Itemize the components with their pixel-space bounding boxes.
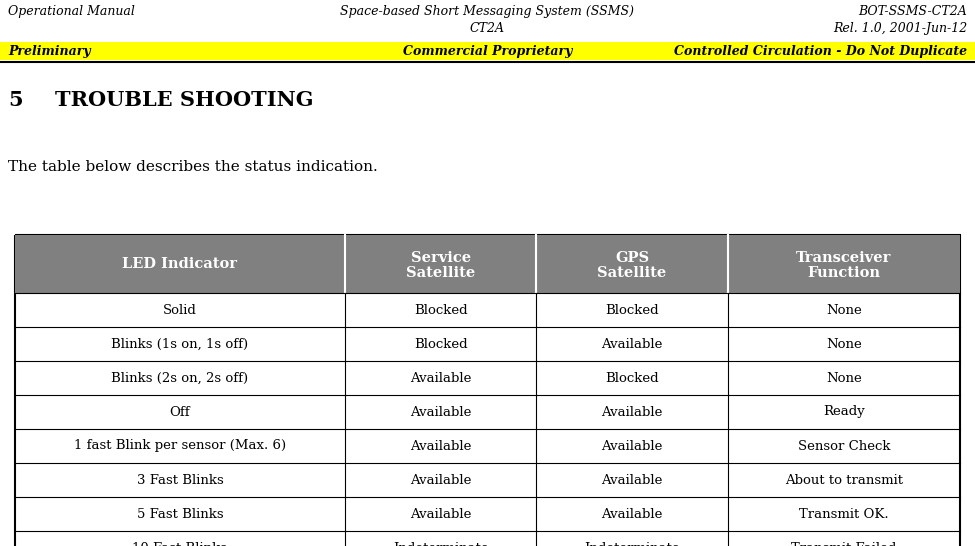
Text: Available: Available [602, 406, 663, 418]
Text: Blocked: Blocked [605, 371, 659, 384]
Text: Service: Service [410, 251, 471, 265]
Text: Solid: Solid [163, 304, 197, 317]
Text: GPS: GPS [615, 251, 649, 265]
Text: Sensor Check: Sensor Check [798, 440, 890, 453]
Text: Ready: Ready [823, 406, 865, 418]
Text: Space-based Short Messaging System (SSMS): Space-based Short Messaging System (SSMS… [340, 5, 635, 18]
Text: Commercial Proprietary: Commercial Proprietary [403, 45, 572, 57]
Text: Transmit Failed: Transmit Failed [791, 542, 897, 546]
Text: 10 Fast Blinks: 10 Fast Blinks [133, 542, 227, 546]
Text: Controlled Circulation - Do Not Duplicate: Controlled Circulation - Do Not Duplicat… [674, 45, 967, 57]
Text: Blocked: Blocked [413, 337, 467, 351]
Text: The table below describes the status indication.: The table below describes the status ind… [8, 160, 377, 174]
Text: Blocked: Blocked [605, 304, 659, 317]
Bar [0, 42, 975, 60]
Text: None: None [826, 304, 862, 317]
Text: BOT-SSMS-CT2A: BOT-SSMS-CT2A [858, 5, 967, 18]
Text: Available: Available [410, 473, 471, 486]
Text: Function: Function [807, 266, 880, 280]
Text: 5 Fast Blinks: 5 Fast Blinks [136, 507, 223, 520]
Text: 1 fast Blink per sensor (Max. 6): 1 fast Blink per sensor (Max. 6) [74, 440, 286, 453]
Text: LED Indicator: LED Indicator [123, 257, 238, 271]
Text: Available: Available [602, 473, 663, 486]
Text: Transmit OK.: Transmit OK. [800, 507, 888, 520]
Text: CT2A: CT2A [470, 22, 505, 35]
Text: Blinks (1s on, 1s off): Blinks (1s on, 1s off) [111, 337, 249, 351]
Text: Available: Available [602, 337, 663, 351]
Text: Indeterminate: Indeterminate [584, 542, 680, 546]
Text: Available: Available [410, 371, 471, 384]
Text: None: None [826, 371, 862, 384]
Text: Blinks (2s on, 2s off): Blinks (2s on, 2s off) [111, 371, 249, 384]
Bar [15, 235, 960, 546]
Text: 5: 5 [8, 90, 22, 110]
Text: Indeterminate: Indeterminate [393, 542, 488, 546]
Text: Rel. 1.0, 2001-Jun-12: Rel. 1.0, 2001-Jun-12 [833, 22, 967, 35]
Text: Available: Available [410, 406, 471, 418]
Text: About to transmit: About to transmit [785, 473, 903, 486]
Text: 3 Fast Blinks: 3 Fast Blinks [136, 473, 223, 486]
Text: Available: Available [602, 440, 663, 453]
Text: TROUBLE SHOOTING: TROUBLE SHOOTING [55, 90, 314, 110]
Text: Satellite: Satellite [406, 266, 475, 280]
Text: Transceiver: Transceiver [797, 251, 891, 265]
Text: None: None [826, 337, 862, 351]
Text: Available: Available [410, 507, 471, 520]
Text: Available: Available [602, 507, 663, 520]
Text: Satellite: Satellite [598, 266, 667, 280]
Bar [15, 235, 960, 293]
Text: Preliminary: Preliminary [8, 45, 91, 57]
Text: Operational Manual: Operational Manual [8, 5, 135, 18]
Text: Available: Available [410, 440, 471, 453]
Text: Blocked: Blocked [413, 304, 467, 317]
Text: Off: Off [170, 406, 190, 418]
